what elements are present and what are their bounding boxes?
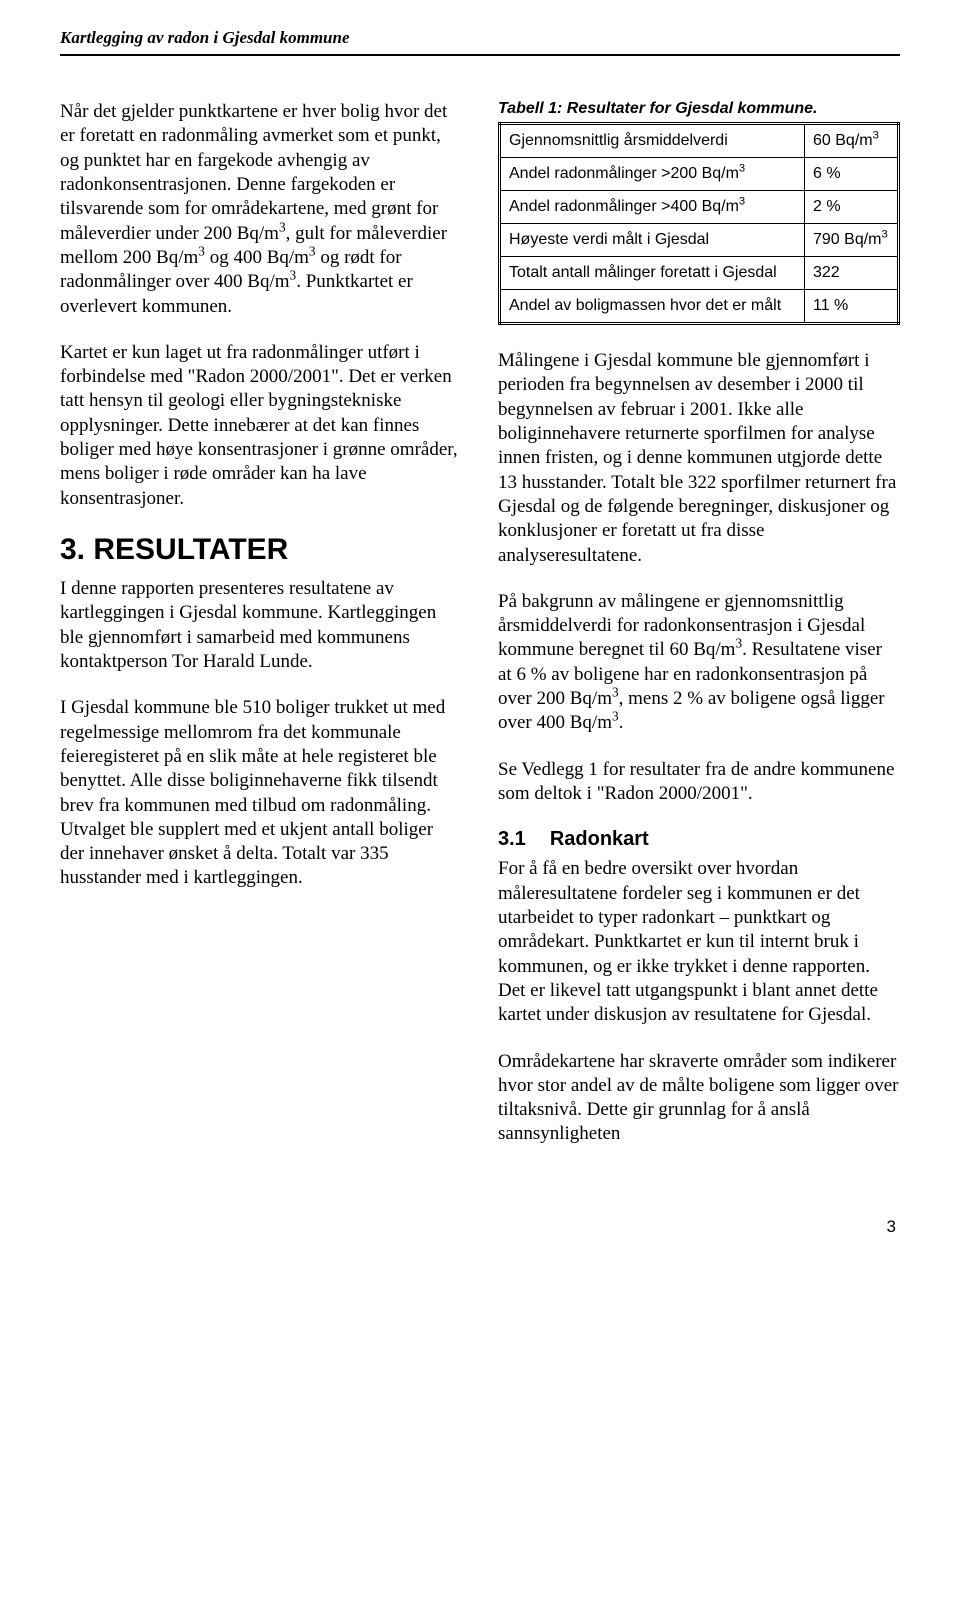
results-table: Gjennomsnittlig årsmiddelverdi 60 Bq/m3 … <box>498 122 900 325</box>
document-page: Kartlegging av radon i Gjesdal kommune N… <box>0 0 960 1277</box>
left-column: Når det gjelder punktkartene er hver bol… <box>60 100 462 1147</box>
table-cell-value: 6 % <box>805 158 899 191</box>
table-cell-value: 2 % <box>805 191 899 224</box>
body-paragraph: I denne rapporten presenteres resultaten… <box>60 577 462 674</box>
table-row: Andel radonmålinger >400 Bq/m3 2 % <box>500 191 899 224</box>
page-number: 3 <box>60 1217 900 1237</box>
table-row: Andel av boligmassen hvor det er målt 11… <box>500 290 899 324</box>
table-cell-value: 60 Bq/m3 <box>805 124 899 158</box>
section-heading-resultater: 3. RESULTATER <box>60 533 462 567</box>
running-header: Kartlegging av radon i Gjesdal kommune <box>60 28 900 56</box>
subsection-title: Radonkart <box>550 828 649 850</box>
body-paragraph: Se Vedlegg 1 for resultater fra de andre… <box>498 758 900 807</box>
table-row: Andel radonmålinger >200 Bq/m3 6 % <box>500 158 899 191</box>
table-cell-label: Høyeste verdi målt i Gjesdal <box>500 224 805 257</box>
two-column-layout: Når det gjelder punktkartene er hver bol… <box>60 100 900 1147</box>
table-cell-value: 11 % <box>805 290 899 324</box>
body-paragraph: Målingene i Gjesdal kommune ble gjennomf… <box>498 349 900 568</box>
table-cell-label: Andel radonmålinger >400 Bq/m3 <box>500 191 805 224</box>
subsection-number: 3.1 <box>498 828 526 851</box>
table-cell-value: 322 <box>805 257 899 290</box>
table-caption: Tabell 1: Resultater for Gjesdal kommune… <box>498 100 900 118</box>
table-cell-label: Andel av boligmassen hvor det er målt <box>500 290 805 324</box>
body-paragraph: Områdekartene har skraverte områder som … <box>498 1050 900 1147</box>
table-cell-label: Totalt antall målinger foretatt i Gjesda… <box>500 257 805 290</box>
body-paragraph: Kartet er kun laget ut fra radonmålinger… <box>60 341 462 511</box>
table-row: Totalt antall målinger foretatt i Gjesda… <box>500 257 899 290</box>
body-paragraph: I Gjesdal kommune ble 510 boliger trukke… <box>60 696 462 891</box>
table-row: Høyeste verdi målt i Gjesdal 790 Bq/m3 <box>500 224 899 257</box>
table-cell-value: 790 Bq/m3 <box>805 224 899 257</box>
right-column: Tabell 1: Resultater for Gjesdal kommune… <box>498 100 900 1147</box>
body-paragraph: For å få en bedre oversikt over hvordan … <box>498 857 900 1027</box>
subsection-heading-radonkart: 3.1 Radonkart <box>498 828 900 851</box>
body-paragraph: Når det gjelder punktkartene er hver bol… <box>60 100 462 319</box>
table-cell-label: Andel radonmålinger >200 Bq/m3 <box>500 158 805 191</box>
table-cell-label: Gjennomsnittlig årsmiddelverdi <box>500 124 805 158</box>
body-paragraph: På bakgrunn av målingene er gjennomsnitt… <box>498 590 900 736</box>
table-row: Gjennomsnittlig årsmiddelverdi 60 Bq/m3 <box>500 124 899 158</box>
